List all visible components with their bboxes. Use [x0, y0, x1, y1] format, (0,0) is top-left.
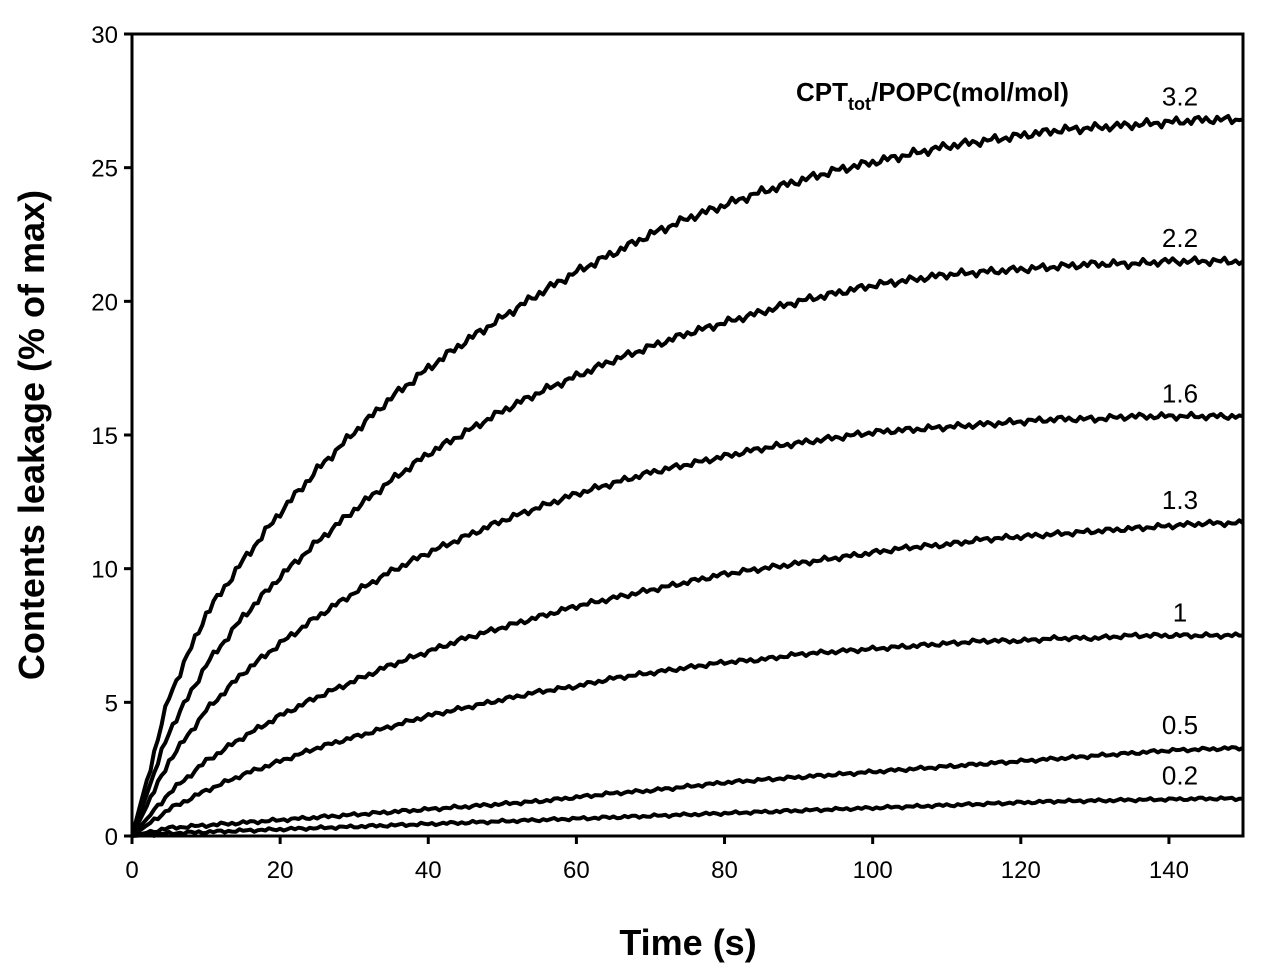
series-label-1-6: 1.6 — [1162, 378, 1198, 408]
series-line-1 — [130, 631, 1244, 838]
legend-title-subscript: tot — [848, 94, 871, 114]
x-tick-label-20: 20 — [267, 857, 294, 884]
x-tick-label-140: 140 — [1149, 857, 1189, 884]
y-tick-label-5: 5 — [105, 690, 118, 717]
legend-title: CPTtot/POPC(mol/mol) — [796, 77, 1069, 114]
y-tick-label-15: 15 — [91, 423, 118, 450]
x-tick-label-120: 120 — [1001, 857, 1041, 884]
x-tick-label-80: 80 — [711, 857, 738, 884]
series-line-3-2 — [130, 114, 1244, 837]
x-tick-label-0: 0 — [125, 857, 138, 884]
series-label-0-5: 0.5 — [1162, 710, 1198, 740]
series-line-0-2 — [131, 795, 1244, 838]
x-tick-label-40: 40 — [415, 857, 442, 884]
series-line-0-5 — [131, 745, 1244, 838]
y-tick-label-0: 0 — [105, 824, 118, 851]
y-axis-ticks: 0 5 10 15 20 25 30 — [91, 22, 132, 851]
y-tick-label-20: 20 — [91, 289, 118, 316]
legend-title-main: CPT — [796, 77, 848, 107]
x-tick-label-100: 100 — [853, 857, 893, 884]
series-label-3-2: 3.2 — [1162, 82, 1198, 112]
series-line-2-2 — [130, 255, 1245, 837]
series-label-2-2: 2.2 — [1162, 223, 1198, 253]
x-axis-ticks: 0 20 40 60 80 100 120 140 — [125, 836, 1189, 884]
series-group — [130, 114, 1245, 838]
y-axis-title: Contents leakage (% of max) — [11, 190, 52, 680]
series-label-0-2: 0.2 — [1162, 761, 1198, 791]
x-tick-label-60: 60 — [563, 857, 590, 884]
series-label-1: 1 — [1173, 598, 1187, 628]
y-tick-label-30: 30 — [91, 22, 118, 49]
series-line-1-6 — [130, 410, 1244, 837]
x-axis-title: Time (s) — [619, 922, 756, 963]
series-labels: 3.2 2.2 1.6 1.3 1 0.5 0.2 — [1162, 82, 1198, 791]
legend-title-rest: /POPC(mol/mol) — [871, 77, 1069, 107]
y-tick-label-25: 25 — [91, 156, 118, 183]
series-label-1-3: 1.3 — [1162, 485, 1198, 515]
y-tick-label-10: 10 — [91, 557, 118, 584]
plot-frame — [130, 32, 1245, 838]
series-line-1-3 — [130, 518, 1245, 838]
